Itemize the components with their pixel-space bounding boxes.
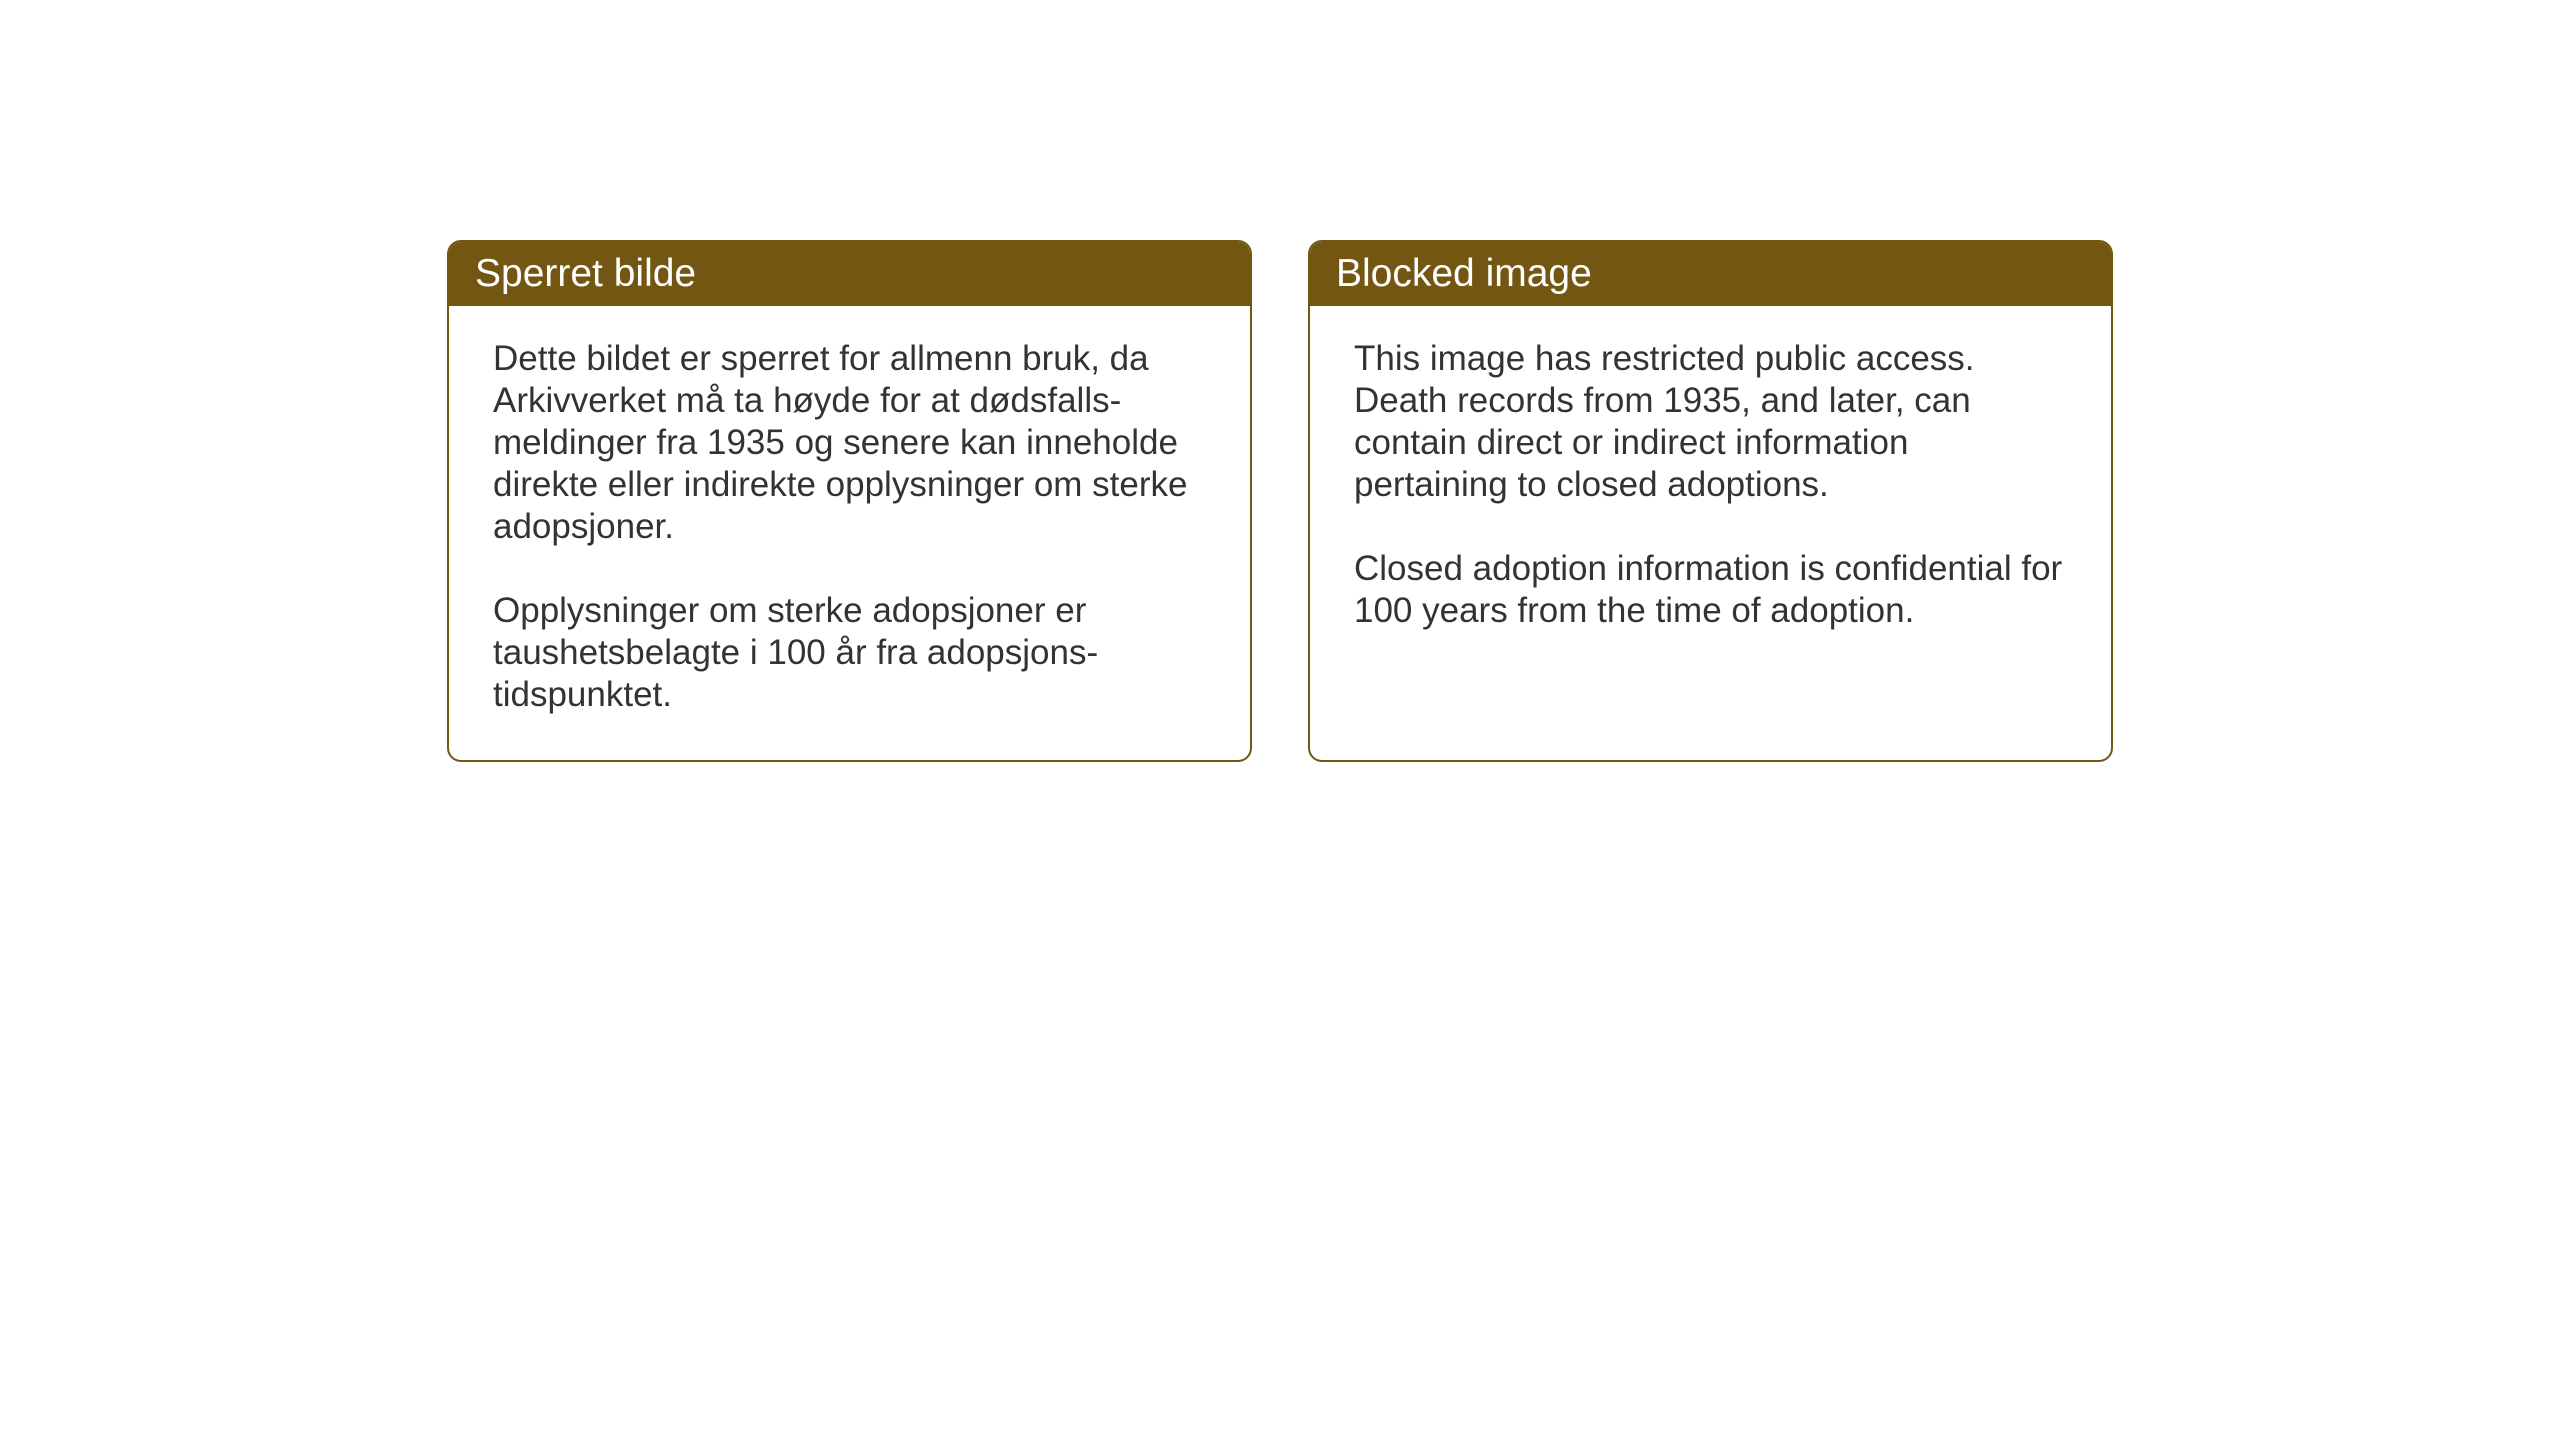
notice-paragraph: Opplysninger om sterke adopsjoner er tau… [493, 590, 1206, 716]
notice-paragraph: Closed adoption information is confident… [1354, 548, 2067, 632]
card-header-norwegian: Sperret bilde [449, 242, 1250, 306]
card-body-norwegian: Dette bildet er sperret for allmenn bruk… [449, 306, 1250, 760]
card-header-english: Blocked image [1310, 242, 2111, 306]
notice-paragraph: This image has restricted public access.… [1354, 338, 2067, 506]
notice-card-norwegian: Sperret bilde Dette bildet er sperret fo… [447, 240, 1252, 762]
notice-container: Sperret bilde Dette bildet er sperret fo… [447, 240, 2113, 762]
card-body-english: This image has restricted public access.… [1310, 306, 2111, 676]
notice-paragraph: Dette bildet er sperret for allmenn bruk… [493, 338, 1206, 548]
notice-card-english: Blocked image This image has restricted … [1308, 240, 2113, 762]
